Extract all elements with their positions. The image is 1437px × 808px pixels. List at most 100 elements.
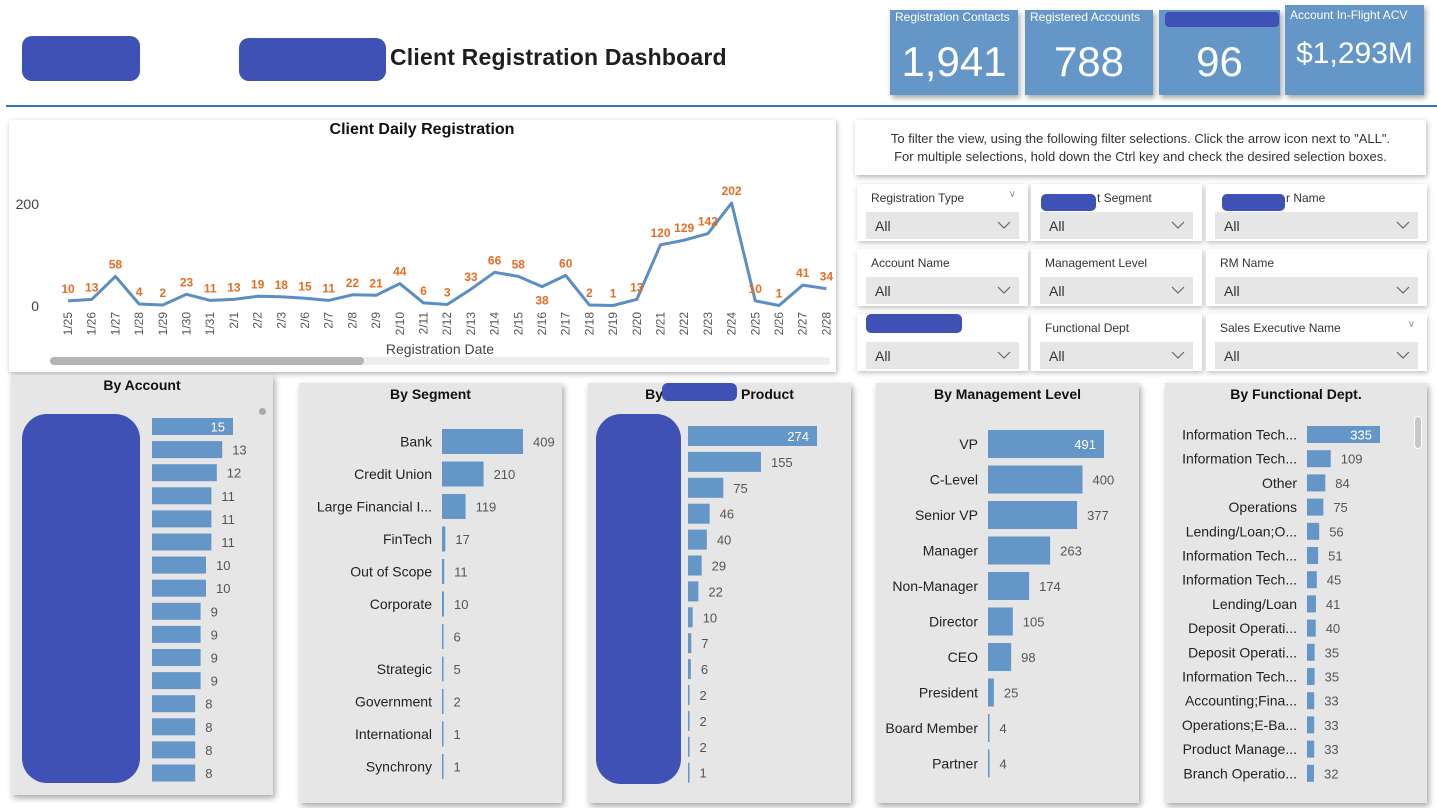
bar[interactable]: [1307, 668, 1315, 685]
bar[interactable]: [688, 710, 690, 731]
x-tick-label: 2/26: [772, 312, 786, 336]
bar[interactable]: [688, 762, 690, 783]
name-dropdown[interactable]: All: [1215, 212, 1418, 239]
category-label: VP: [959, 436, 978, 452]
bar[interactable]: [1307, 619, 1316, 637]
bar[interactable]: [152, 649, 201, 666]
bar[interactable]: [442, 624, 444, 649]
bar[interactable]: [152, 602, 201, 620]
bar[interactable]: [152, 741, 196, 759]
bar[interactable]: [152, 464, 217, 482]
bar[interactable]: [152, 672, 201, 690]
bar[interactable]: [988, 607, 1013, 636]
bar[interactable]: [152, 579, 206, 597]
bar[interactable]: [688, 555, 702, 576]
bar[interactable]: [988, 501, 1078, 529]
bar[interactable]: [1307, 692, 1315, 710]
bar[interactable]: [688, 451, 761, 472]
category-label: Large Financial I...: [317, 499, 432, 515]
value-label: 9: [211, 674, 218, 689]
bar[interactable]: [442, 721, 444, 747]
category-label: Branch Operatio...: [1183, 765, 1297, 781]
bar[interactable]: [442, 754, 444, 779]
bar[interactable]: [988, 643, 1012, 671]
bar[interactable]: [688, 529, 707, 550]
bar[interactable]: [152, 487, 212, 505]
bar[interactable]: [988, 465, 1083, 494]
slicer-redacted: All: [857, 314, 1028, 371]
scrollbar-thumb[interactable]: [50, 357, 364, 365]
bar[interactable]: [442, 559, 445, 584]
bar[interactable]: [988, 430, 1104, 458]
bar[interactable]: [688, 503, 710, 524]
bar[interactable]: [688, 426, 817, 446]
value-label: 1: [454, 727, 461, 742]
bar[interactable]: [442, 461, 484, 487]
chevron-down-icon[interactable]: ∨: [1008, 189, 1016, 200]
bar[interactable]: [442, 656, 444, 682]
data-label: 11: [204, 281, 217, 295]
scroll-indicator[interactable]: [259, 408, 266, 415]
bar[interactable]: [1307, 643, 1315, 661]
value-label: 15: [211, 420, 225, 435]
bar[interactable]: [442, 429, 523, 454]
bar[interactable]: [988, 572, 1030, 600]
bar[interactable]: [152, 533, 212, 551]
bar[interactable]: [1307, 595, 1316, 613]
bar[interactable]: [152, 764, 196, 782]
value-label: 84: [1335, 476, 1349, 491]
bar[interactable]: [1307, 498, 1324, 516]
scrollbar-thumb[interactable]: [1414, 416, 1422, 449]
kpi-value: 96: [1196, 38, 1243, 85]
bar[interactable]: [688, 607, 693, 628]
bar[interactable]: [152, 556, 206, 574]
bar[interactable]: [1307, 474, 1326, 492]
bar[interactable]: [152, 441, 223, 459]
value-label: 8: [205, 766, 212, 781]
rm-name-dropdown[interactable]: All: [1215, 277, 1418, 304]
bar[interactable]: [988, 749, 990, 778]
bar[interactable]: [442, 526, 446, 552]
bar[interactable]: [152, 718, 196, 736]
bar[interactable]: [1307, 571, 1317, 589]
bar[interactable]: [988, 678, 994, 707]
bar[interactable]: [442, 591, 444, 617]
bar[interactable]: [442, 689, 444, 714]
segment-dropdown[interactable]: All: [1040, 212, 1193, 239]
registration-type-dropdown[interactable]: All: [866, 212, 1019, 239]
functional-dept-dropdown[interactable]: All: [1040, 342, 1193, 369]
chevron-down-icon[interactable]: ∨: [1407, 319, 1415, 330]
bar[interactable]: [152, 510, 212, 528]
sales-executive-dropdown[interactable]: All: [1215, 342, 1418, 369]
value-label: 10: [216, 558, 230, 573]
bar[interactable]: [688, 633, 692, 654]
value-label: 2: [700, 688, 707, 703]
bar[interactable]: [1307, 426, 1380, 443]
bar[interactable]: [988, 714, 990, 742]
bar[interactable]: [1307, 740, 1315, 758]
bar[interactable]: [1307, 450, 1331, 468]
value-label: 400: [1093, 473, 1115, 488]
bar[interactable]: [988, 536, 1051, 565]
bar[interactable]: [688, 659, 691, 680]
bar[interactable]: [1307, 547, 1319, 564]
data-label: 41: [796, 266, 810, 280]
value-label: 33: [1324, 742, 1338, 757]
bar[interactable]: [688, 736, 690, 757]
value-label: 32: [1324, 766, 1338, 781]
bar[interactable]: [688, 477, 724, 498]
bar[interactable]: [442, 494, 466, 519]
bar[interactable]: [152, 695, 196, 713]
bar[interactable]: [152, 625, 201, 643]
account-name-dropdown[interactable]: All: [866, 277, 1019, 304]
instructions-line-1: To filter the view, using the following …: [890, 131, 1391, 146]
management-level-dropdown[interactable]: All: [1040, 277, 1193, 304]
value-label: 10: [216, 581, 230, 596]
bar[interactable]: [1307, 522, 1320, 540]
bar[interactable]: [1307, 716, 1315, 734]
bar[interactable]: [152, 418, 233, 435]
bar[interactable]: [688, 685, 690, 705]
bar[interactable]: [688, 581, 699, 602]
bar[interactable]: [1307, 764, 1314, 782]
redacted-dropdown[interactable]: All: [866, 342, 1019, 369]
